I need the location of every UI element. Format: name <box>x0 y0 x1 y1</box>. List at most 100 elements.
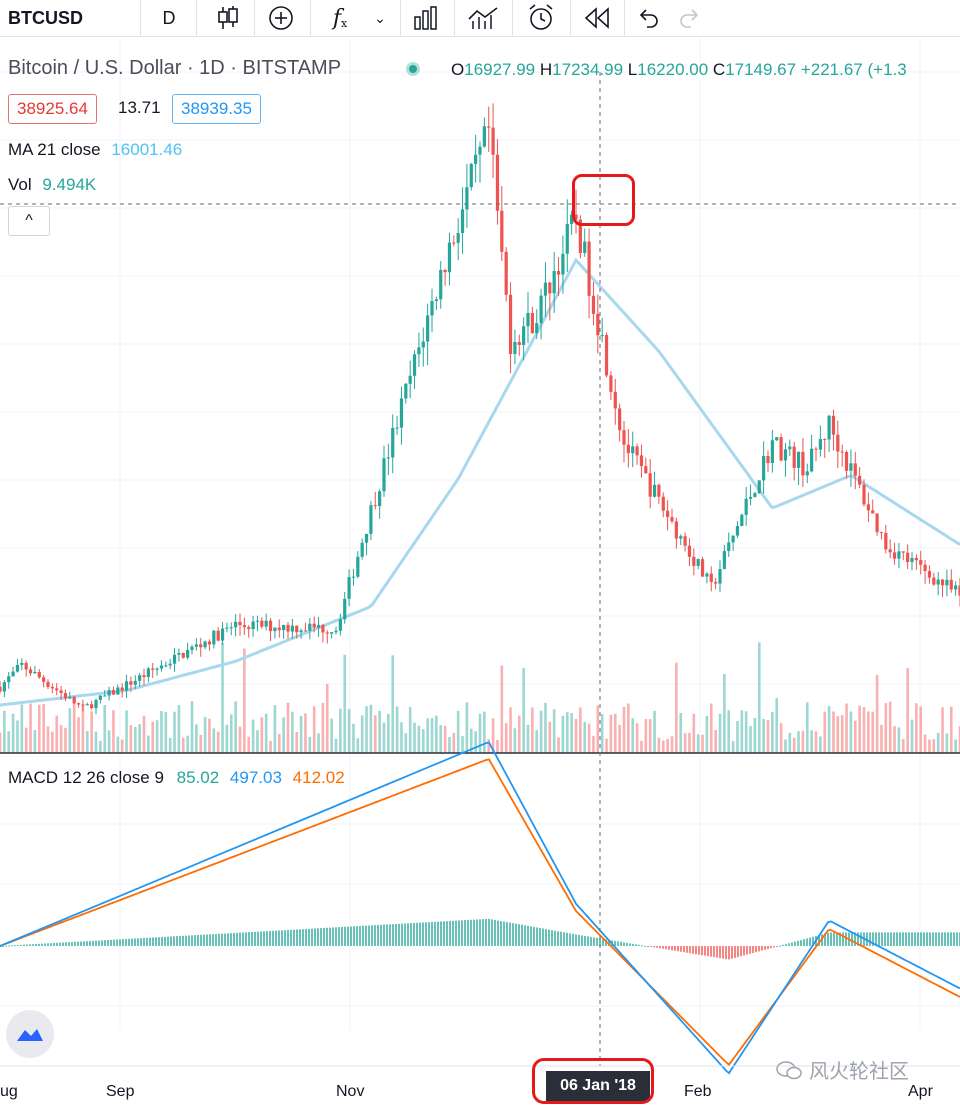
macd-hist-bar <box>293 929 295 946</box>
volume-bar <box>517 715 521 753</box>
candle-body <box>63 693 68 699</box>
candle-body <box>500 210 504 252</box>
macd-hist-bar <box>521 924 523 946</box>
bid-price-box[interactable]: 38925.64 <box>8 94 97 124</box>
macd-hist-bar <box>509 922 511 946</box>
candle-body <box>844 451 849 471</box>
candle-body <box>657 484 661 497</box>
candle-body <box>954 585 958 590</box>
chart-area[interactable] <box>0 36 960 1110</box>
candle-body <box>858 475 862 485</box>
collapse-legend-button[interactable]: ^ <box>8 206 50 236</box>
candle-body <box>325 632 329 634</box>
macd-hist-bar <box>785 944 787 946</box>
volume-bar <box>264 713 268 753</box>
macd-hist-bar <box>296 929 298 946</box>
volume-bar <box>408 706 412 753</box>
symbol-search-button[interactable]: BTCUSD <box>8 7 83 28</box>
macd-hist-bar <box>857 932 859 946</box>
macd-hist-bar <box>482 919 484 946</box>
candle-body <box>33 671 37 674</box>
volume-bar <box>592 735 595 753</box>
volume-bar <box>3 710 6 753</box>
volume-bar <box>500 665 504 753</box>
alert-icon[interactable] <box>518 0 564 36</box>
volume-bar <box>609 714 613 753</box>
volume-bar <box>151 721 155 753</box>
macd-hist-bar <box>737 946 739 958</box>
macd-hist-bar <box>620 941 622 946</box>
candle-body <box>347 577 351 599</box>
candle-body <box>107 690 111 696</box>
macd-hist-bar <box>539 927 541 946</box>
candle-body <box>919 560 923 565</box>
volume-legend[interactable]: Vol 9.494K <box>8 175 96 195</box>
candle-body <box>2 682 6 692</box>
candle-body <box>727 542 731 552</box>
volume-bar <box>37 704 41 753</box>
macd-hist-bar <box>824 933 826 946</box>
ma-legend[interactable]: MA 21 close 16001.46 <box>8 140 182 160</box>
candle-body <box>273 627 277 632</box>
volume-bar <box>77 717 80 753</box>
candle-body <box>42 677 46 682</box>
macd-hist-bar <box>242 932 244 946</box>
macd-hist-bar <box>725 946 727 960</box>
macd-hist-bar <box>782 944 784 946</box>
macd-hist-bar <box>488 918 490 946</box>
candles-icon[interactable] <box>206 0 250 36</box>
macd-hist-value: 85.02 <box>176 768 220 787</box>
ma-value: 16001.46 <box>111 140 183 159</box>
tradingview-logo[interactable] <box>6 1010 54 1058</box>
volume-bar <box>840 715 844 753</box>
candle-body <box>936 579 940 585</box>
volume-bars <box>0 642 960 753</box>
candle-body <box>277 627 281 631</box>
candle-body <box>762 456 766 481</box>
candle-body <box>474 154 478 164</box>
candle-body <box>120 687 124 691</box>
volume-bar <box>173 711 176 753</box>
macd-hist-bar <box>647 946 649 947</box>
peak-highlight-circle <box>572 174 635 226</box>
replay-icon[interactable] <box>574 0 620 36</box>
candle-body <box>722 551 726 570</box>
macd-hist-bar <box>308 928 310 946</box>
undo-icon[interactable] <box>628 0 668 36</box>
volume-bar <box>836 716 840 753</box>
volume-bar <box>103 704 107 753</box>
candle-body <box>330 632 334 634</box>
volume-bar <box>221 642 224 753</box>
redo-icon[interactable] <box>670 0 710 36</box>
candle-body <box>818 439 822 450</box>
candle-body <box>103 695 107 697</box>
candle-body <box>805 471 809 476</box>
add-indicator-icon[interactable] <box>258 0 304 36</box>
macd-hist-bar <box>224 933 226 946</box>
compare-icon[interactable] <box>460 0 506 36</box>
chevron-down-icon[interactable]: ⌄ <box>374 9 386 26</box>
candle-body <box>478 146 482 155</box>
macd-hist-bar <box>440 921 442 946</box>
macd-legend[interactable]: MACD 12 26 close 9 85.02 497.03 412.02 <box>8 768 345 788</box>
macd-hist-bar <box>692 946 694 954</box>
macd-hist-bar <box>752 946 754 954</box>
interval-button[interactable]: D <box>162 7 176 28</box>
ask-price-box[interactable]: 38939.35 <box>172 94 261 124</box>
macd-hist-bar <box>251 931 253 946</box>
volume-bar <box>417 725 421 753</box>
candle-body <box>618 408 622 431</box>
time-label-nov: Nov <box>336 1083 365 1100</box>
candle-body <box>94 699 98 709</box>
macd-hist-bar <box>899 932 901 946</box>
candle-body <box>600 335 604 337</box>
volume-bar <box>243 648 246 753</box>
candle-body <box>827 415 831 440</box>
macd-hist-bar <box>494 919 496 946</box>
macd-hist-bar <box>140 938 142 946</box>
bars-icon[interactable] <box>404 0 448 36</box>
candle-body <box>705 573 709 577</box>
macd-hist-bar <box>545 929 547 946</box>
volume-bar <box>801 730 805 753</box>
